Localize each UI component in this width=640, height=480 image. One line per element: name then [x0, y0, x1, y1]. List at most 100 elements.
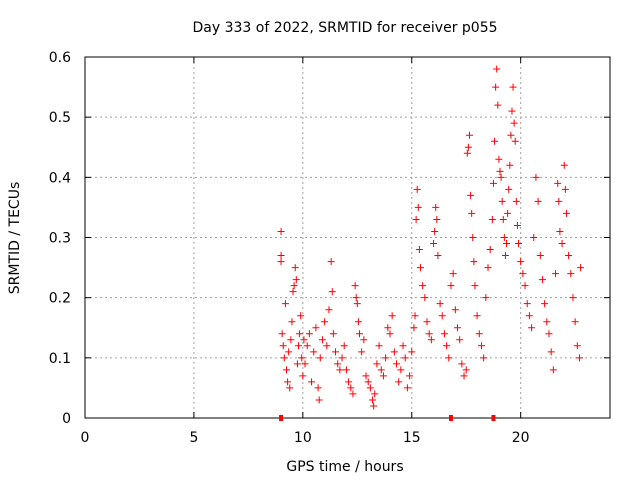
data-point — [297, 312, 305, 320]
data-point — [291, 264, 299, 272]
data-point — [498, 197, 506, 205]
data-point — [395, 378, 403, 386]
data-point — [336, 366, 344, 374]
data-point — [286, 384, 294, 392]
data-point — [312, 324, 320, 332]
data-point — [287, 336, 295, 344]
data-point — [410, 324, 418, 332]
data-point — [390, 348, 398, 356]
data-point — [532, 173, 540, 181]
y-tick-label: 0.3 — [49, 231, 71, 247]
data-point — [511, 137, 519, 145]
data-point — [495, 155, 503, 163]
data-point — [281, 300, 289, 308]
data-point — [412, 215, 420, 223]
data-point — [288, 318, 296, 326]
data-point — [436, 300, 444, 308]
data-point — [284, 378, 292, 386]
data-point — [558, 240, 566, 248]
data-point — [290, 282, 298, 290]
data-point — [500, 234, 508, 241]
y-tick-label: 0 — [62, 411, 71, 427]
data-point — [480, 354, 488, 362]
data-point — [332, 348, 340, 356]
data-point — [364, 378, 372, 386]
data-point — [360, 336, 368, 344]
points-layer — [277, 65, 585, 421]
data-point — [303, 342, 311, 350]
data-point — [283, 366, 291, 374]
axis-marker — [279, 415, 284, 421]
data-point — [494, 101, 502, 109]
data-point — [292, 276, 300, 284]
data-point — [377, 366, 385, 374]
data-point — [406, 372, 414, 380]
data-point — [431, 227, 439, 235]
data-point — [504, 209, 512, 217]
data-point — [414, 203, 422, 211]
data-point — [416, 264, 424, 272]
data-point — [464, 143, 472, 151]
data-point — [477, 342, 485, 350]
data-point — [471, 282, 479, 290]
data-point — [289, 288, 297, 296]
data-point — [517, 258, 525, 266]
axis-layer: 0 0.1 0.2 0.3 0.4 0.5 0.6 0 5 10 15 20 — [49, 50, 611, 446]
data-point — [491, 137, 499, 145]
data-point — [541, 300, 549, 308]
data-point — [571, 318, 579, 326]
data-point — [434, 252, 442, 260]
data-point — [382, 354, 390, 362]
data-point — [294, 342, 302, 350]
data-point — [506, 161, 514, 169]
data-point — [496, 167, 504, 175]
data-point — [277, 252, 285, 260]
x-tick-label: 15 — [403, 430, 421, 446]
data-point — [554, 179, 562, 187]
data-point — [425, 330, 433, 338]
data-point — [421, 294, 429, 302]
data-point — [509, 83, 517, 91]
data-point — [512, 197, 520, 205]
data-point — [433, 215, 441, 223]
data-point — [327, 258, 335, 266]
data-point — [515, 240, 523, 248]
data-point — [577, 264, 585, 272]
data-point — [449, 270, 457, 278]
data-point — [503, 240, 511, 248]
data-point — [305, 330, 313, 338]
data-point — [321, 318, 329, 326]
data-point — [486, 246, 494, 254]
data-point — [293, 360, 301, 368]
data-point — [569, 294, 577, 302]
data-point — [454, 324, 462, 332]
data-point — [415, 246, 423, 254]
data-point — [513, 221, 521, 229]
data-point — [468, 209, 476, 217]
data-point — [443, 342, 451, 350]
data-point — [488, 215, 496, 223]
data-point — [470, 258, 478, 266]
data-point — [538, 276, 546, 284]
data-point — [310, 348, 318, 356]
data-point — [388, 312, 396, 320]
data-point — [411, 312, 419, 320]
y-tick-label: 0.1 — [49, 351, 71, 367]
data-point — [467, 191, 475, 199]
data-point — [482, 294, 490, 302]
data-point — [362, 372, 370, 380]
data-point — [316, 354, 324, 362]
x-tick-label: 10 — [294, 430, 312, 446]
data-point — [505, 185, 513, 193]
data-point — [499, 215, 507, 223]
data-point — [430, 240, 438, 248]
data-point — [445, 354, 453, 362]
axis-marker — [491, 415, 496, 421]
data-point — [403, 384, 411, 392]
data-point — [423, 318, 431, 326]
data-point — [521, 282, 529, 290]
data-point — [501, 252, 509, 260]
data-point — [545, 330, 553, 338]
data-point — [342, 366, 350, 374]
data-point — [399, 342, 407, 350]
